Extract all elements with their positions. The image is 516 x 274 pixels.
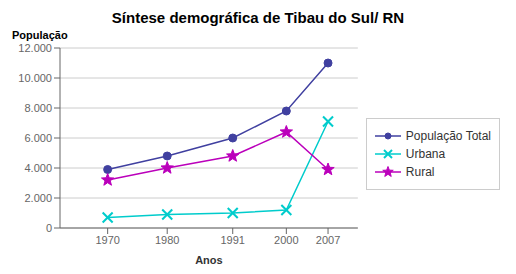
svg-text:12.000: 12.000 xyxy=(18,42,52,54)
svg-text:2007: 2007 xyxy=(316,234,340,246)
html-text:Síntese demográfica de Tibau d: Síntese demográfica de Tibau do Sul/ RN xyxy=(111,9,405,26)
svg-text:Anos: Anos xyxy=(195,254,223,266)
svg-text:1970: 1970 xyxy=(95,234,119,246)
html-text:Rural: Rural xyxy=(405,165,435,179)
html-text:Urbana: Urbana xyxy=(405,147,446,161)
svg-text:1991: 1991 xyxy=(220,234,244,246)
svg-text:4.000: 4.000 xyxy=(24,162,52,174)
svg-text:2000: 2000 xyxy=(274,234,298,246)
html-text:População Total: População Total xyxy=(405,129,491,143)
svg-text:1980: 1980 xyxy=(155,234,179,246)
svg-text:6.000: 6.000 xyxy=(24,132,52,144)
svg-text:2.000: 2.000 xyxy=(24,192,52,204)
svg-text:0: 0 xyxy=(46,222,52,234)
html-text:População: População xyxy=(12,29,68,41)
svg-text:10.000: 10.000 xyxy=(18,72,52,84)
svg-text:8.000: 8.000 xyxy=(24,102,52,114)
